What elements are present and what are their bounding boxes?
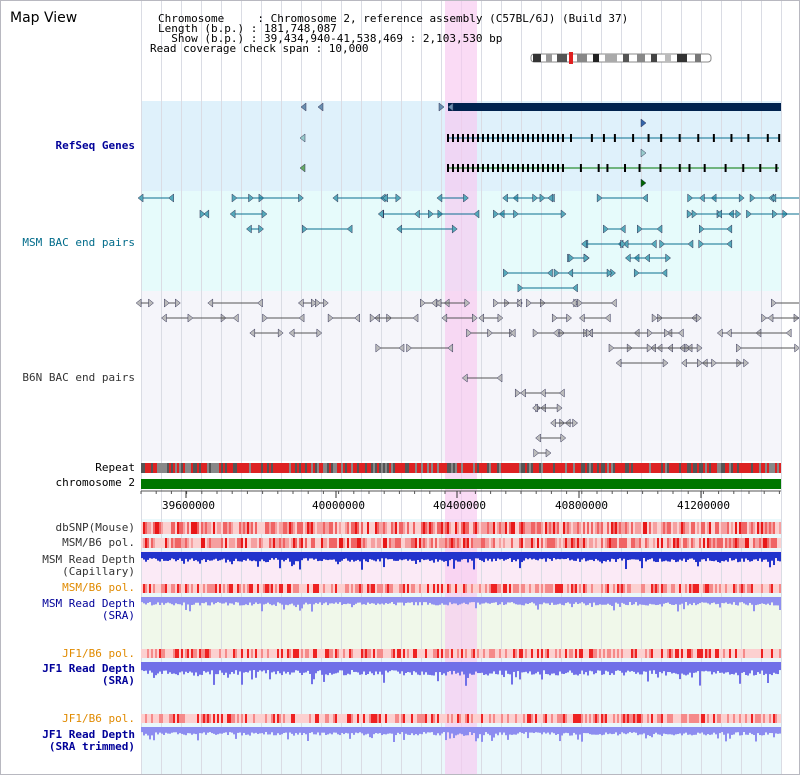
info-show: Show (b.p.) : 39,434,940-41,538,469 : 2,… bbox=[158, 32, 503, 45]
msm-b6-pol-label: MSM/B6 pol. bbox=[62, 536, 135, 549]
highlight-region bbox=[445, 1, 477, 774]
msm-depth-cap-label: MSM Read Depth bbox=[42, 553, 135, 566]
jf1-trim-sub: (SRA trimmed) bbox=[48, 740, 135, 753]
axis-tick-label: 41200000 bbox=[677, 499, 730, 512]
msm-bac-label: MSM BAC end pairs bbox=[22, 236, 135, 249]
jf1-pol2-label: JF1/B6 pol. bbox=[62, 712, 135, 725]
axis-tick-label: 40000000 bbox=[312, 499, 365, 512]
info-span: Read coverage check span : 10,000 bbox=[150, 42, 369, 55]
msm-depth-cap-sub: (Capillary) bbox=[62, 565, 135, 578]
jf1-depth-label: JF1 Read Depth bbox=[42, 662, 135, 675]
axis-tick-label: 40800000 bbox=[555, 499, 608, 512]
axis-tick-label: 39600000 bbox=[162, 499, 215, 512]
grid-lines bbox=[141, 1, 782, 774]
jf1-trim-label: JF1 Read Depth bbox=[42, 728, 135, 741]
jf1-pol-label: JF1/B6 pol. bbox=[62, 647, 135, 660]
b6n-bac-label: B6N BAC end pairs bbox=[22, 371, 135, 384]
msm-b6-pol2-label: MSM/B6 pol. bbox=[62, 581, 135, 594]
jf1-depth-sub: (SRA) bbox=[101, 674, 135, 687]
msm-depth-sra-label: MSM Read Depth bbox=[42, 597, 135, 610]
view-title: Map View bbox=[10, 10, 78, 26]
msm-depth-sra-sub: (SRA) bbox=[101, 609, 135, 622]
dbsnp-label: dbSNP(Mouse) bbox=[55, 521, 135, 534]
refseq-label: RefSeq Genes bbox=[55, 139, 135, 152]
axis-tick-label: 40400000 bbox=[433, 499, 486, 512]
info-length: Length (b.p.) : 181,748,087 bbox=[158, 22, 337, 35]
repeat-label: Repeat bbox=[95, 461, 135, 474]
chromosome-label: chromosome 2 bbox=[55, 476, 135, 489]
info-chromosome: Chromosome : Chromosome 2, reference ass… bbox=[158, 12, 629, 25]
